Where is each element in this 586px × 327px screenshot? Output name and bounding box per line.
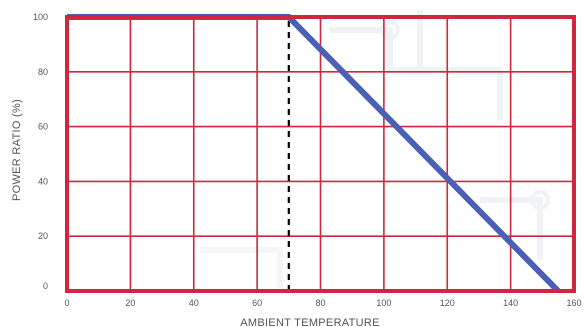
x-tick-label: 60 (252, 298, 262, 308)
plot-frame (65, 15, 576, 293)
x-tick-label: 20 (125, 298, 135, 308)
x-tick-label: 0 (64, 298, 69, 308)
x-tick-label: 140 (503, 298, 518, 308)
y-tick-label: 40 (38, 176, 48, 186)
x-axis-title: AMBIENT TEMPERATURE (240, 317, 380, 327)
y-tick-label: 0 (43, 281, 48, 291)
grid (66, 16, 575, 292)
background-pattern (200, 10, 550, 290)
x-tick-label: 80 (315, 298, 325, 308)
x-tick-label: 120 (440, 298, 455, 308)
y-tick-label: 20 (38, 231, 48, 241)
y-tick-labels: 0 20 40 60 80 100 (33, 12, 48, 291)
series-line (67, 14, 561, 294)
y-tick-label: 60 (38, 122, 48, 132)
x-tick-label: 160 (566, 298, 581, 308)
y-axis-title: POWER RATIO (%) (11, 99, 23, 201)
x-tick-label: 40 (189, 298, 199, 308)
y-tick-label: 100 (33, 12, 48, 22)
y-tick-label: 80 (38, 67, 48, 77)
x-tick-labels: 0 20 40 60 80 100 120 140 160 (64, 298, 581, 308)
x-tick-label: 100 (376, 298, 391, 308)
series-layer (67, 14, 561, 294)
